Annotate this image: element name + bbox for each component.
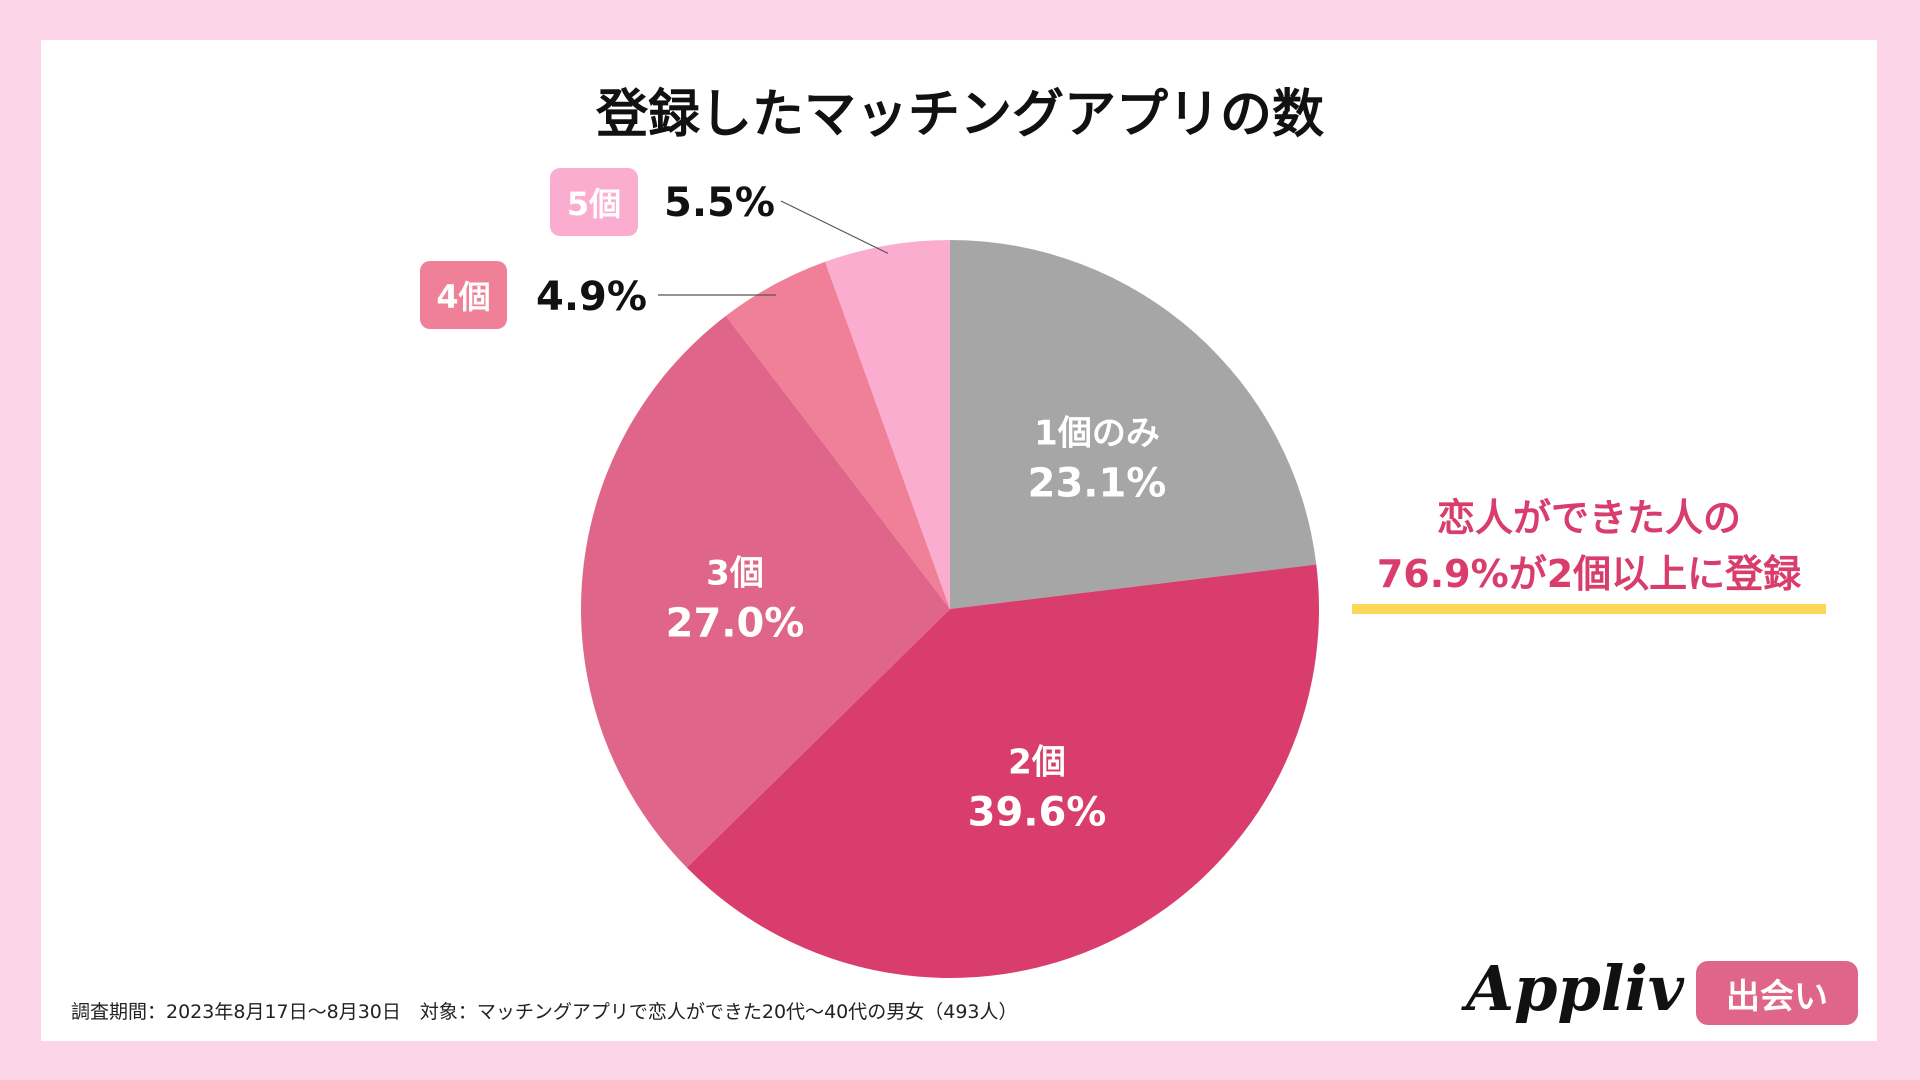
appliv-logo: Appliv: [1466, 952, 1684, 1025]
leader-line-5: [780, 200, 889, 254]
chart-title: 登録したマッチングアプリの数: [595, 85, 1324, 145]
annotation-underline: [1352, 604, 1826, 614]
annotation-line1: 恋人ができた人の: [1436, 496, 1741, 540]
slice-value: 39.6%: [967, 789, 1107, 836]
pie-slice-1: [950, 240, 1317, 609]
slice-name: 1個のみ: [1034, 413, 1160, 454]
annotation: 恋人ができた人の 76.9%が2個以上に登録: [1352, 490, 1826, 602]
survey-footnote: 調査期間：2023年8月17日〜8月30日 対象：マッチングアプリで恋人ができた…: [71, 1001, 1018, 1023]
annotation-line2: 76.9%が2個以上に登録: [1376, 552, 1802, 596]
slice-label-2: 2個 39.6%: [968, 735, 1107, 836]
pie-slice-4: [725, 261, 950, 609]
slice-value-5: 5.5%: [664, 180, 775, 226]
pie-slice-3: [581, 315, 950, 868]
slice-value: 27.0%: [665, 600, 805, 647]
slice-badge-5: 5個: [550, 168, 638, 236]
slice-label-1: 1個のみ 23.1%: [1028, 406, 1167, 507]
slice-badge-4: 4個: [420, 261, 507, 329]
slice-label-3: 3個 27.0%: [666, 546, 805, 647]
slice-name: 2個: [1008, 742, 1066, 783]
pie-slice-2: [686, 564, 1319, 979]
slice-value-4: 4.9%: [536, 274, 647, 320]
slice-value: 23.1%: [1027, 460, 1167, 507]
logo-badge: 出会い: [1696, 961, 1858, 1025]
pie-slice-5: [825, 240, 950, 609]
slice-name: 3個: [706, 553, 764, 594]
